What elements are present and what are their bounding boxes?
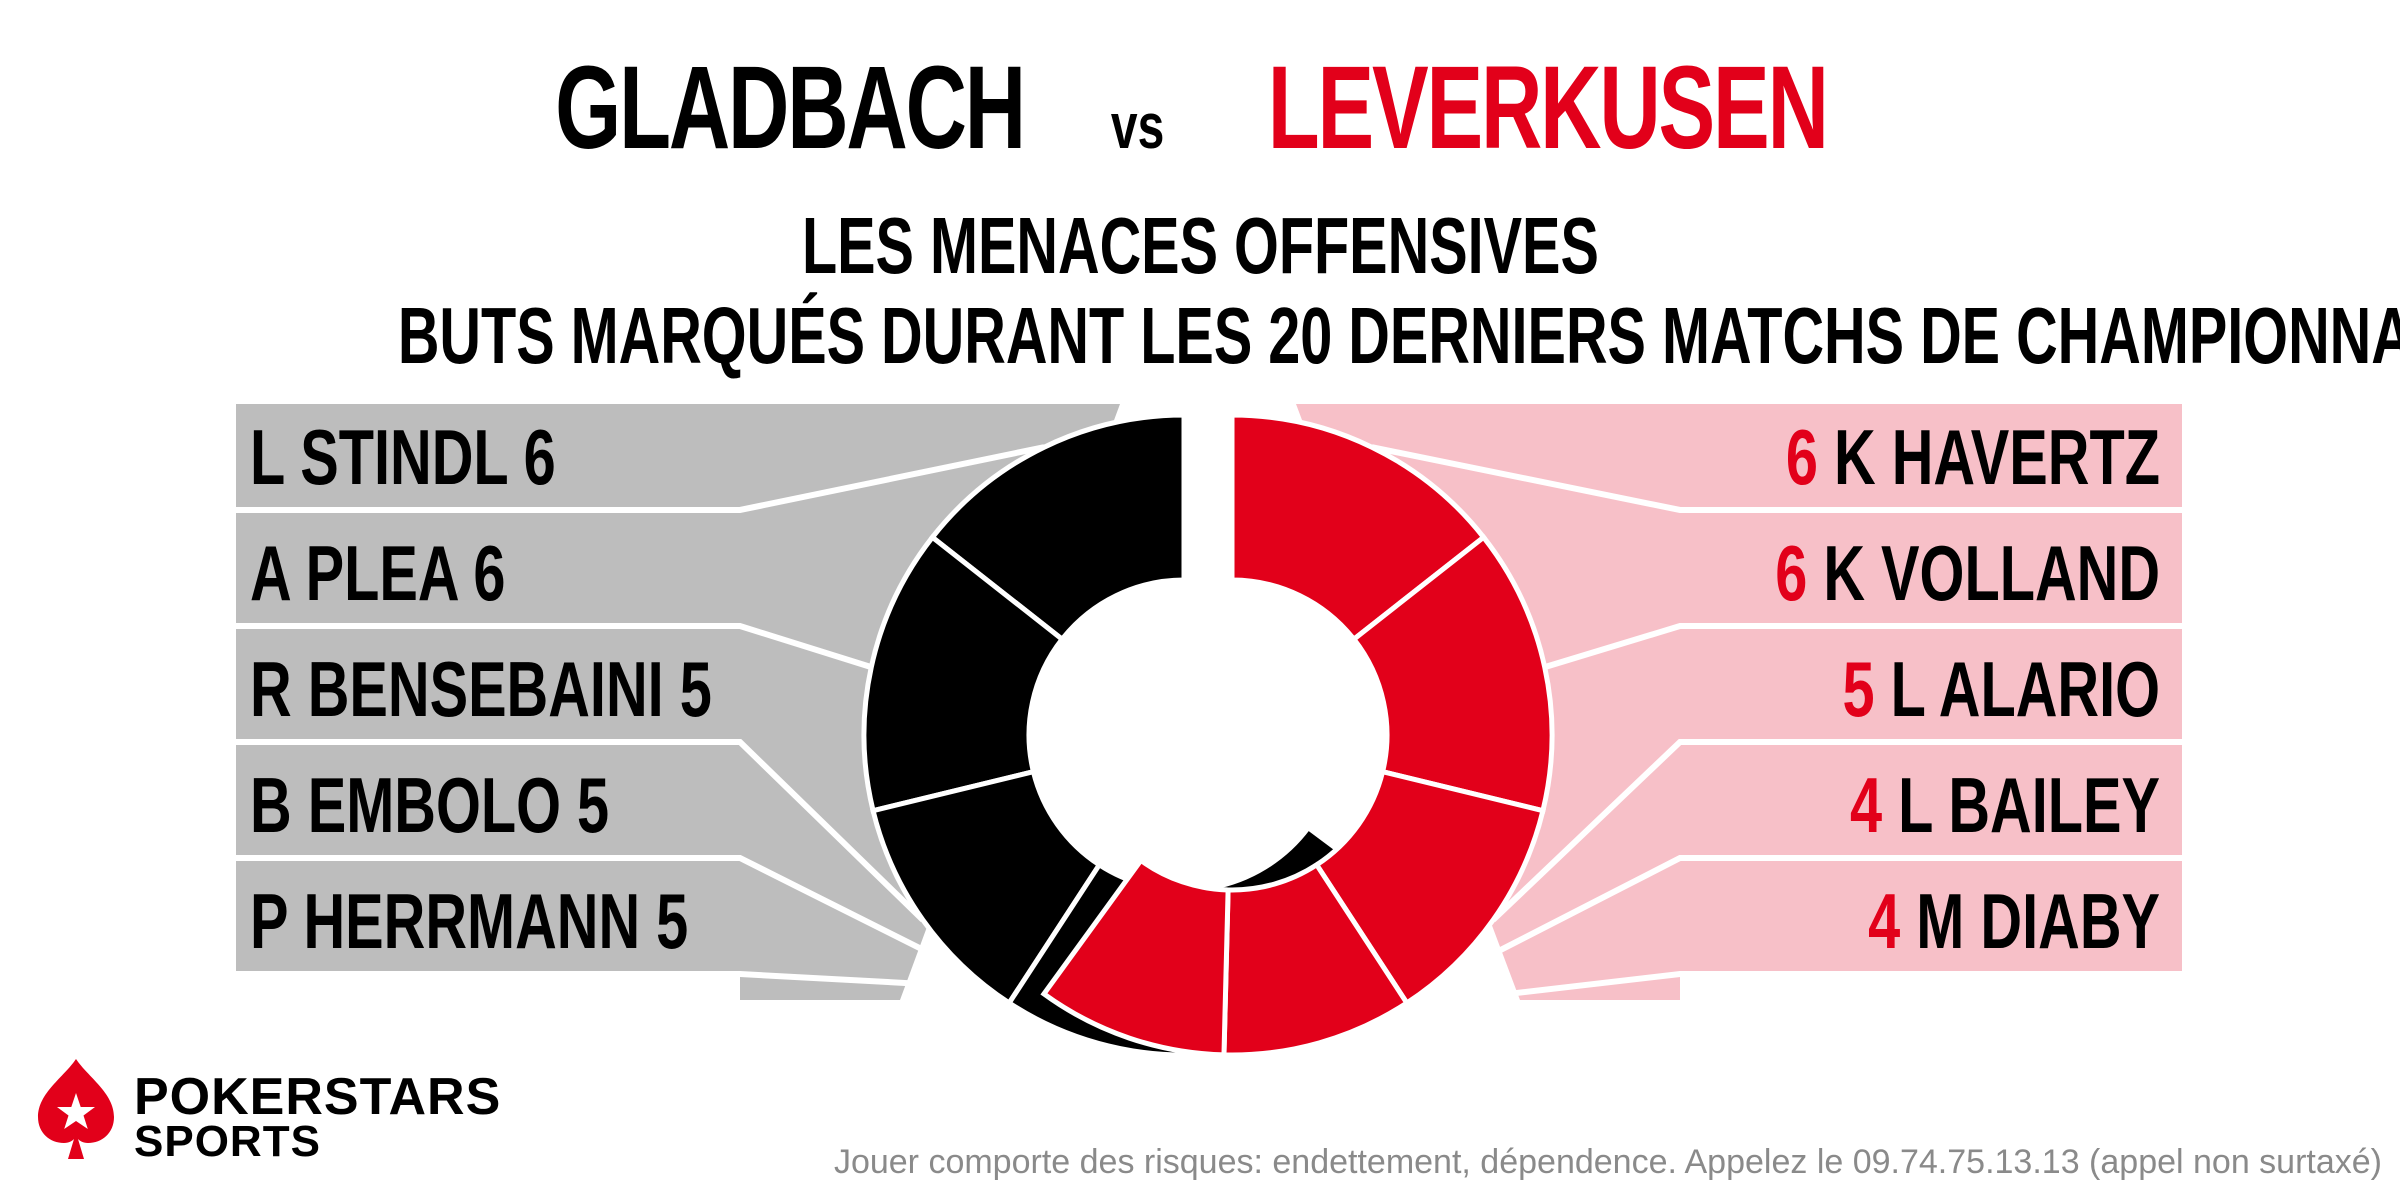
chart-subtitle-text: BUTS MARQUÉS DURANT LES 20 DERNIERS MATC… (397, 291, 2400, 380)
chart-subtitle: BUTS MARQUÉS DURANT LES 20 DERNIERS MATC… (0, 290, 2400, 382)
player-label: R BENSEBAINI 5 (250, 646, 712, 734)
match-title: GLADBACH vs LEVERKUSEN (0, 40, 2400, 176)
player-label: 6 K VOLLAND (1775, 530, 2160, 618)
player-label: L STINDL 6 (250, 414, 556, 502)
player-label: 4 M DIABY (1868, 878, 2160, 966)
donut-segment (1229, 412, 1488, 643)
donut-segment (870, 768, 1103, 1007)
chart-title-text: LES MENACES OFFENSIVES (801, 201, 1599, 290)
donut (861, 412, 1555, 1058)
player-name: L ALARIO (1875, 646, 2160, 734)
goal-count: 6 (1775, 530, 1807, 618)
brand-line-2: SPORTS (134, 1117, 321, 1166)
player-label: B EMBOLO 5 (250, 762, 609, 850)
goal-count: 6 (1786, 414, 1818, 502)
row-divider (1371, 444, 2182, 513)
donut-segment (1350, 533, 1555, 814)
donut-segment (1040, 856, 1231, 1058)
chart-title: LES MENACES OFFENSIVES (0, 200, 2400, 292)
svg-text:5 L ALARIO: 5 L ALARIO (1843, 646, 2160, 734)
header: GLADBACH vs LEVERKUSEN LES MENACES OFFEN… (0, 0, 2400, 400)
player-label: 6 K HAVERTZ (1786, 414, 2160, 502)
row-divider (1543, 623, 2182, 671)
row-divider (236, 739, 925, 922)
pokerstars-sports-logo: POKERSTARS SPORTS (34, 1055, 554, 1175)
svg-text:6 K VOLLAND: 6 K VOLLAND (1775, 530, 2160, 618)
svg-text:4 L BAILEY: 4 L BAILEY (1850, 762, 2160, 850)
player-name: K HAVERTZ (1818, 414, 2160, 502)
gambling-disclaimer: Jouer comporte des risques: endettement,… (833, 1143, 2382, 1181)
row-divider (236, 623, 873, 671)
goal-count: 4 (1868, 878, 1900, 966)
donut-segment (928, 412, 1187, 643)
player-name: L BAILEY (1882, 762, 2160, 850)
team-home-name: GLADBACH (555, 42, 1026, 174)
donut-segment (1313, 768, 1546, 1007)
row-divider (1491, 739, 2182, 922)
svg-text:6 K HAVERTZ: 6 K HAVERTZ (1786, 414, 2160, 502)
player-label: 4 L BAILEY (1850, 762, 2160, 850)
team-away-name: LEVERKUSEN (1268, 42, 1829, 174)
player-label: P HERRMANN 5 (250, 878, 688, 966)
vs-label: vs (1110, 90, 1165, 162)
brand-line-1: POKERSTARS (134, 1068, 502, 1126)
goal-count: 5 (1843, 646, 1875, 734)
svg-text:4 M DIABY: 4 M DIABY (1868, 878, 2160, 966)
row-divider (236, 444, 1045, 513)
goal-count: 4 (1850, 762, 1882, 850)
spade-star-icon (38, 1059, 114, 1159)
player-labels: L STINDL 6 A PLEA 6 R BENSEBAINI 5 B EMBOLO… (250, 414, 2160, 966)
player-label: 5 L ALARIO (1843, 646, 2160, 734)
donut-segment (861, 533, 1066, 814)
player-label: A PLEA 6 (250, 530, 505, 618)
player-name: M DIABY (1900, 878, 2160, 966)
player-name: K VOLLAND (1807, 530, 2160, 618)
